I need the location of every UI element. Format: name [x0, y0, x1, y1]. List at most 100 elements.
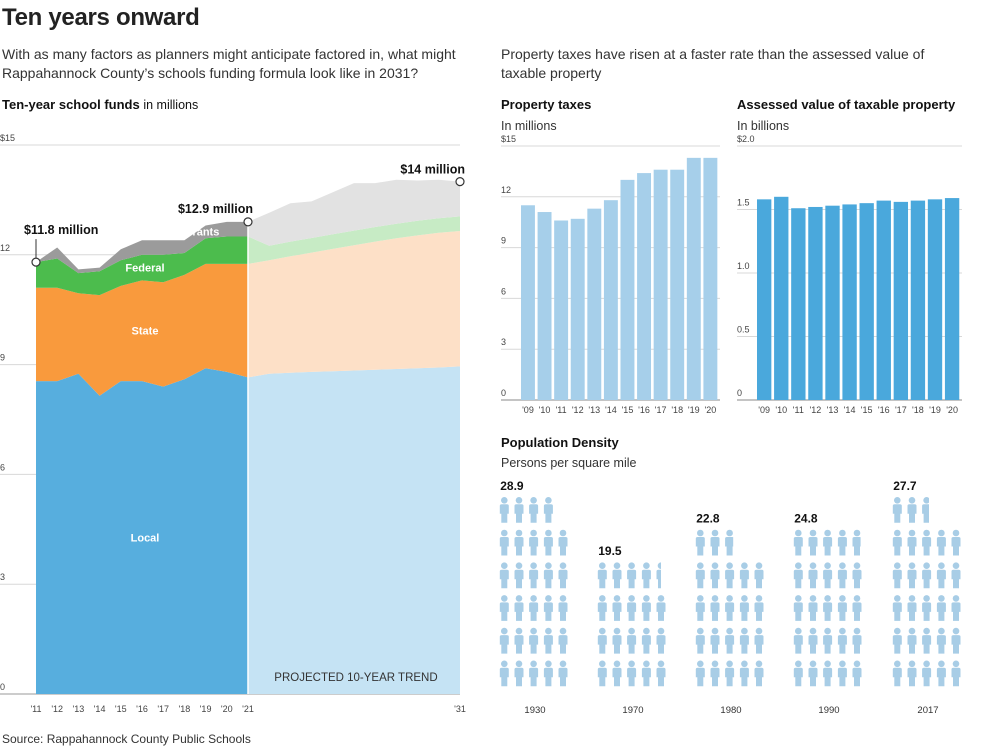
- person-icon: [543, 595, 553, 621]
- person-head: [894, 660, 901, 668]
- person-icon: [951, 529, 961, 556]
- person-body: [612, 602, 622, 621]
- person-head: [824, 660, 831, 668]
- person-body: [499, 667, 509, 687]
- person-body: [725, 602, 735, 621]
- person-head: [726, 562, 733, 569]
- person-head: [559, 660, 567, 668]
- person-icon: [852, 595, 862, 621]
- person-icon: [892, 562, 902, 589]
- person-icon: [808, 562, 818, 589]
- person-body: [754, 667, 764, 687]
- person-body: [558, 602, 568, 621]
- person-head: [795, 595, 802, 602]
- person-body: [739, 667, 749, 687]
- assessed-value-bar: [944, 198, 960, 400]
- person-head: [697, 595, 704, 602]
- person-head: [824, 562, 831, 569]
- person-icon: [823, 660, 833, 687]
- person-head: [711, 627, 719, 635]
- person-icon: [922, 595, 932, 621]
- person-icon: [837, 660, 847, 687]
- person-icon: [793, 562, 803, 589]
- person-icon: [725, 529, 734, 556]
- person-head: [726, 660, 733, 668]
- area-y-tick-label: 12: [0, 243, 10, 253]
- population-year-label: 1980: [720, 705, 741, 716]
- person-body: [710, 667, 720, 687]
- assessed-value-bar: [893, 201, 909, 400]
- person-head: [697, 562, 704, 569]
- population-year-label: 1970: [622, 705, 643, 716]
- person-icon: [754, 660, 764, 687]
- person-head: [545, 529, 552, 537]
- person-icon: [823, 529, 833, 556]
- person-head: [501, 562, 508, 569]
- person-icon: [793, 660, 803, 687]
- person-body: [695, 635, 705, 654]
- person-icon: [922, 497, 929, 523]
- area-band-federal-projected: [248, 216, 460, 264]
- area-x-tick-label: '11: [30, 704, 41, 714]
- person-head: [697, 660, 704, 668]
- person-head: [545, 562, 552, 569]
- person-head: [853, 529, 861, 537]
- assessed-value-y-tick-label: 0.5: [737, 325, 750, 335]
- person-body: [823, 537, 833, 556]
- source-note: Source: Rappahannock County Public Schoo…: [2, 732, 251, 746]
- person-body: [852, 569, 862, 589]
- property-tax-x-tick-label: '14: [605, 405, 617, 415]
- person-head: [853, 595, 861, 602]
- assessed-value-bar: [825, 205, 840, 400]
- property-tax-y-tick-label: 6: [501, 286, 506, 296]
- person-icon: [558, 660, 568, 687]
- person-head: [894, 562, 901, 569]
- area-band-grants: [36, 221, 248, 274]
- person-head: [755, 595, 763, 602]
- population-value-label: 22.8: [696, 512, 720, 526]
- property-tax-y-tick-label: 9: [501, 236, 506, 246]
- person-body: [558, 635, 568, 654]
- person-body: [892, 569, 902, 589]
- person-head: [908, 595, 916, 602]
- annotation-marker: [31, 257, 41, 267]
- person-head: [952, 660, 960, 668]
- person-body: [892, 504, 902, 523]
- person-body: [514, 667, 524, 687]
- property-tax-x-tick-label: '19: [688, 405, 700, 415]
- person-icon: [641, 595, 651, 621]
- person-body: [852, 635, 862, 654]
- population-year-label: 1990: [818, 705, 839, 716]
- person-head: [657, 660, 665, 668]
- person-head: [923, 497, 929, 504]
- person-head: [530, 497, 537, 504]
- person-body: [837, 537, 847, 556]
- person-body: [597, 569, 607, 589]
- person-icon: [754, 562, 764, 589]
- person-head: [711, 562, 719, 569]
- person-head: [938, 660, 945, 668]
- property-tax-bar: [670, 169, 685, 400]
- person-icon: [514, 660, 524, 687]
- person-head: [755, 562, 763, 569]
- person-body: [823, 635, 833, 654]
- area-x-tick-label: '15: [115, 704, 127, 714]
- person-head: [530, 595, 537, 602]
- person-icon: [852, 627, 862, 654]
- person-body: [529, 504, 539, 523]
- person-icon: [695, 627, 705, 654]
- person-body: [710, 635, 720, 654]
- person-head: [755, 627, 763, 635]
- property-tax-bar: [537, 212, 552, 400]
- person-icon: [499, 595, 509, 621]
- person-icon: [543, 529, 553, 556]
- assessed-value-x-tick-label: '16: [878, 405, 890, 415]
- person-body: [808, 667, 818, 687]
- person-body: [754, 569, 764, 589]
- person-body: [597, 602, 607, 621]
- person-icon: [922, 660, 932, 687]
- person-icon: [808, 595, 818, 621]
- person-icon: [725, 660, 735, 687]
- population-density-title: Population Density: [501, 435, 619, 450]
